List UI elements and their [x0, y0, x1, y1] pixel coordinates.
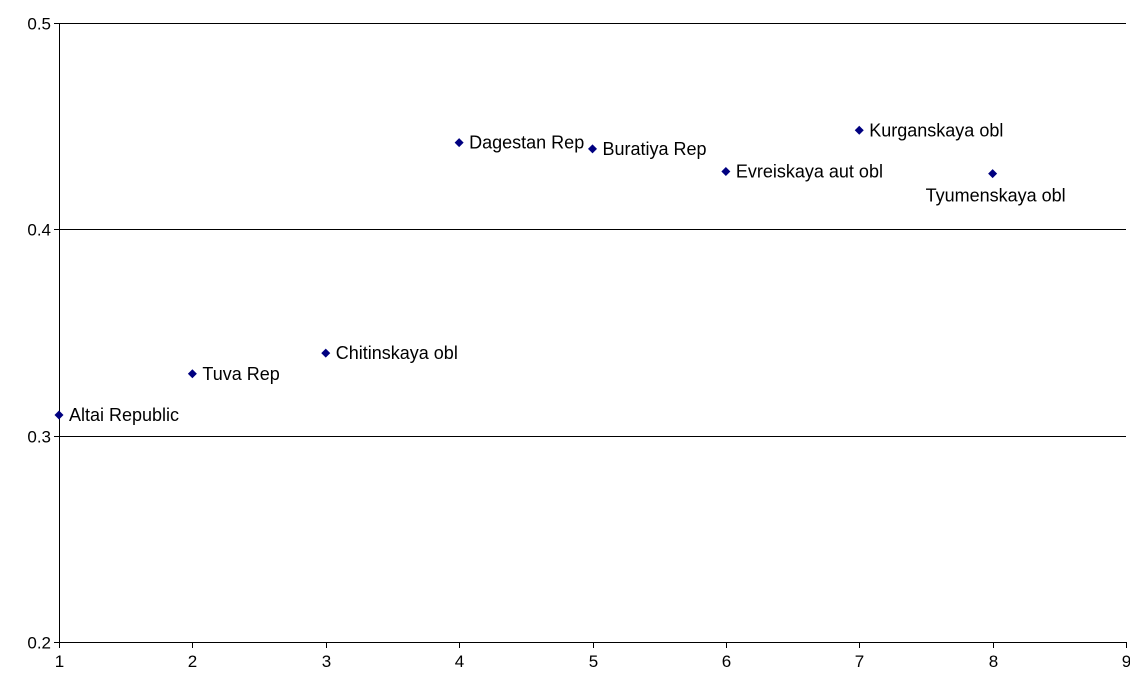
data-point-5 — [588, 144, 597, 154]
point-label-4: Dagestan Rep — [469, 133, 584, 153]
x-tick-label-8: 9 — [1122, 652, 1130, 671]
x-tick-label-6: 7 — [855, 652, 864, 671]
data-point-7 — [854, 125, 864, 135]
gridlines — [59, 23, 1126, 437]
data-point-8 — [988, 169, 998, 179]
x-tick-label-2: 3 — [322, 652, 331, 671]
x-tick-label-7: 8 — [989, 652, 998, 671]
data-point-6 — [721, 167, 731, 177]
data-point-2 — [187, 369, 197, 379]
y-tick-label-2: 0.4 — [27, 221, 51, 240]
data-point-4 — [454, 138, 464, 148]
axes — [54, 23, 1127, 648]
point-label-2: Tuva Rep — [202, 364, 279, 384]
point-label-8: Tyumenskaya obl — [926, 186, 1066, 206]
point-label-6: Evreiskaya aut obl — [736, 162, 883, 182]
tick-labels: 0.2 0.3 0.4 0.5 1 2 3 4 5 6 7 8 9 — [27, 15, 1130, 672]
y-tick-label-1: 0.3 — [27, 428, 51, 447]
y-tick-label-3: 0.5 — [27, 15, 51, 34]
x-tick-label-4: 5 — [589, 652, 598, 671]
point-label-3: Chitinskaya obl — [336, 343, 458, 363]
data-points — [54, 125, 998, 420]
x-tick-label-1: 2 — [188, 652, 197, 671]
point-labels: Altai Republic Tuva Rep Chitinskaya obl Dag… — [69, 120, 1066, 425]
x-tick-label-5: 6 — [722, 652, 731, 671]
x-tick-label-3: 4 — [455, 652, 464, 671]
point-label-7: Kurganskaya obl — [869, 120, 1003, 140]
point-label-5: Buratiya Rep — [603, 139, 707, 159]
y-tick-label-0: 0.2 — [27, 634, 51, 653]
x-tick-label-0: 1 — [55, 652, 64, 671]
data-point-3 — [321, 348, 331, 358]
point-label-1: Altai Republic — [69, 405, 179, 425]
data-point-1 — [54, 410, 64, 420]
